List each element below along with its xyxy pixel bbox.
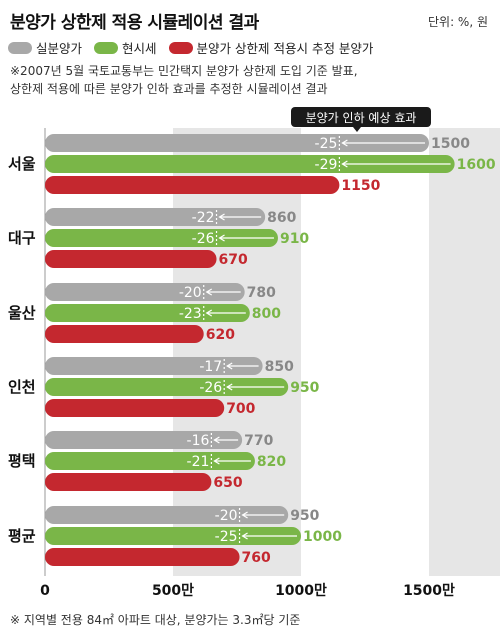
background-band [429,128,500,576]
bar-market [45,527,301,545]
annotation-text: 분양가 인하 예상 효과 [306,111,417,125]
legend-item-capped: 분양가 상한제 적용시 추정 분양가 [168,38,374,57]
legend: 실분양가 현시세 분양가 상한제 적용시 추정 분양가 [8,38,373,57]
reduction-arrowhead [241,532,248,540]
x-tick-label: 1000만 [275,583,327,599]
reduction-arrowhead [226,383,233,391]
bar-market [45,155,455,173]
data-label: 770 [244,433,273,449]
reduction-arrowhead [218,213,225,221]
reduction-label: -16 [187,433,210,449]
bar-actual [45,208,266,226]
reduction-label: -25 [215,529,238,545]
footnote: ※ 지역별 전용 84㎡ 아파트 대상, 분양가는 3.3㎡당 기준 [10,613,301,627]
bar-capped [45,250,217,268]
data-label: 950 [290,380,319,396]
annotation-box [291,107,431,127]
x-tick-label: 500만 [152,583,194,599]
category-label: 인천 [8,378,36,396]
legend-item-actual: 실분양가 [8,38,82,57]
reduction-arrowhead [213,457,220,465]
category-label: 평균 [8,527,36,545]
reduction-arrowhead [213,436,220,444]
bar-market [45,378,289,396]
bar-market [45,304,250,322]
note-line-1: ※2007년 5월 국토교통부는 민간택지 분양가 상한제 도입 기준 발표, [10,64,358,78]
data-label: 950 [290,508,319,524]
unit-label: 단위: %, 원 [427,15,488,29]
category-label: 서울 [8,155,36,173]
reduction-label: -26 [199,380,222,396]
data-label: 800 [252,306,281,322]
reduction-arrowhead [205,309,213,317]
note: ※2007년 5월 국토교통부는 민간택지 분양가 상한제 도입 기준 발표, … [10,62,490,98]
bar-capped [45,473,212,491]
reduction-arrowhead [226,362,233,370]
reduction-label: -26 [192,231,215,247]
background-band [173,128,301,576]
bar-capped [45,399,225,417]
bar-actual [45,431,243,449]
data-label: 760 [242,550,271,566]
reduction-label: -23 [179,306,202,322]
data-label: 670 [219,252,248,268]
x-tick-label: 0 [40,583,50,599]
bar-capped [45,325,204,343]
legend-label-capped: 분양가 상한제 적용시 추정 분양가 [196,41,374,56]
bar-actual [45,357,263,375]
legend-swatch-capped [168,41,193,54]
legend-label-actual: 실분양가 [36,41,83,56]
reduction-arrowhead [205,288,213,296]
legend-label-market: 현시세 [122,41,157,56]
reduction-label: -20 [215,508,238,524]
reduction-label: -29 [315,157,338,173]
reduction-label: -25 [315,136,338,152]
data-label: 1000 [303,529,342,545]
data-label: 650 [213,475,242,491]
reduction-arrowhead [218,234,225,242]
reduction-arrowhead [241,511,248,519]
reduction-arrowhead [341,139,348,147]
x-tick-label: 1500만 [403,583,455,599]
annotation-pointer [353,127,361,132]
data-label: 1500 [431,136,470,152]
reduction-label: -21 [187,454,210,470]
bar-capped [45,548,240,566]
data-label: 910 [280,231,309,247]
bar-market [45,229,278,247]
bar-actual [45,283,245,301]
note-line-2: 상한제 적용에 따른 분양가 인하 효과를 추정한 시뮬레이션 결과 [10,82,328,96]
bar-actual [45,506,289,524]
data-label: 1150 [341,178,380,194]
data-label: 620 [206,327,235,343]
reduction-label: -20 [179,285,202,301]
data-label: 1600 [457,157,496,173]
data-label: 860 [267,210,296,226]
bar-market [45,452,255,470]
bar-actual [45,134,429,152]
data-label: 700 [226,401,255,417]
reduction-label: -17 [199,359,222,375]
data-label: 780 [247,285,276,301]
category-label: 대구 [8,229,36,247]
legend-item-market: 현시세 [94,38,157,57]
legend-swatch-market [94,41,119,54]
bar-capped [45,176,340,194]
data-label: 820 [257,454,286,470]
category-label: 평택 [8,452,36,470]
category-label: 울산 [8,304,36,322]
reduction-label: -22 [192,210,215,226]
data-label: 850 [265,359,294,375]
chart-title: 분양가 상한제 적용 시뮬레이션 결과 [10,13,259,33]
reduction-arrowhead [341,160,348,168]
legend-swatch-actual [8,41,32,54]
